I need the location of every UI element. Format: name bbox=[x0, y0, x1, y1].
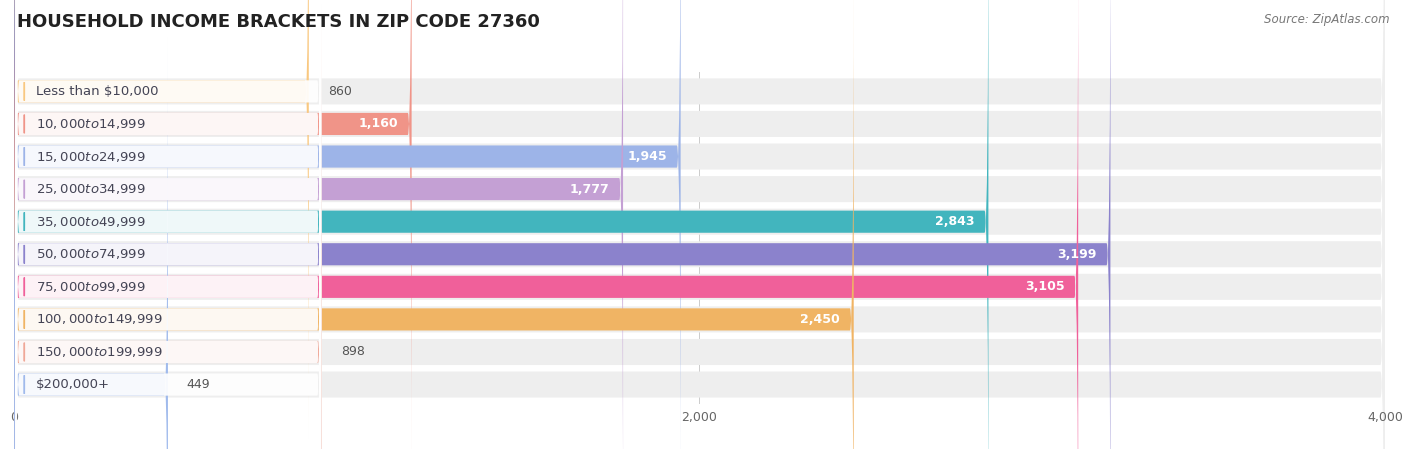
FancyBboxPatch shape bbox=[15, 37, 321, 449]
FancyBboxPatch shape bbox=[15, 0, 321, 449]
Text: 1,777: 1,777 bbox=[569, 183, 609, 196]
FancyBboxPatch shape bbox=[14, 0, 1385, 449]
FancyBboxPatch shape bbox=[14, 0, 1385, 449]
Text: 3,199: 3,199 bbox=[1057, 248, 1097, 261]
Text: HOUSEHOLD INCOME BRACKETS IN ZIP CODE 27360: HOUSEHOLD INCOME BRACKETS IN ZIP CODE 27… bbox=[17, 13, 540, 31]
Text: 1,160: 1,160 bbox=[359, 118, 398, 131]
Text: 898: 898 bbox=[340, 345, 364, 358]
FancyBboxPatch shape bbox=[15, 0, 321, 449]
FancyBboxPatch shape bbox=[15, 0, 321, 449]
FancyBboxPatch shape bbox=[14, 0, 309, 439]
FancyBboxPatch shape bbox=[15, 5, 321, 449]
FancyBboxPatch shape bbox=[14, 0, 988, 449]
Text: 860: 860 bbox=[328, 85, 352, 98]
Text: $25,000 to $34,999: $25,000 to $34,999 bbox=[37, 182, 146, 196]
FancyBboxPatch shape bbox=[14, 0, 1385, 449]
Text: 2,843: 2,843 bbox=[935, 215, 974, 228]
FancyBboxPatch shape bbox=[14, 0, 1385, 449]
Text: 1,945: 1,945 bbox=[627, 150, 666, 163]
FancyBboxPatch shape bbox=[14, 0, 1111, 449]
Text: 3,105: 3,105 bbox=[1025, 280, 1064, 293]
FancyBboxPatch shape bbox=[14, 0, 412, 449]
Text: 449: 449 bbox=[187, 378, 211, 391]
Text: $10,000 to $14,999: $10,000 to $14,999 bbox=[37, 117, 146, 131]
Text: $200,000+: $200,000+ bbox=[37, 378, 110, 391]
FancyBboxPatch shape bbox=[14, 0, 1078, 449]
FancyBboxPatch shape bbox=[14, 0, 1385, 449]
FancyBboxPatch shape bbox=[14, 0, 1385, 449]
Text: $50,000 to $74,999: $50,000 to $74,999 bbox=[37, 247, 146, 261]
FancyBboxPatch shape bbox=[15, 0, 321, 449]
FancyBboxPatch shape bbox=[15, 0, 321, 449]
Text: $15,000 to $24,999: $15,000 to $24,999 bbox=[37, 150, 146, 163]
FancyBboxPatch shape bbox=[14, 0, 1385, 449]
Text: $35,000 to $49,999: $35,000 to $49,999 bbox=[37, 215, 146, 229]
FancyBboxPatch shape bbox=[14, 0, 623, 449]
Text: $100,000 to $149,999: $100,000 to $149,999 bbox=[37, 313, 163, 326]
FancyBboxPatch shape bbox=[14, 37, 167, 449]
Text: Source: ZipAtlas.com: Source: ZipAtlas.com bbox=[1264, 13, 1389, 26]
FancyBboxPatch shape bbox=[14, 0, 1385, 449]
FancyBboxPatch shape bbox=[14, 0, 1385, 449]
Text: 2,450: 2,450 bbox=[800, 313, 839, 326]
Text: $75,000 to $99,999: $75,000 to $99,999 bbox=[37, 280, 146, 294]
FancyBboxPatch shape bbox=[14, 0, 853, 449]
Text: $150,000 to $199,999: $150,000 to $199,999 bbox=[37, 345, 163, 359]
FancyBboxPatch shape bbox=[15, 0, 321, 449]
FancyBboxPatch shape bbox=[14, 0, 1385, 449]
FancyBboxPatch shape bbox=[14, 5, 322, 449]
Text: Less than $10,000: Less than $10,000 bbox=[37, 85, 159, 98]
FancyBboxPatch shape bbox=[14, 0, 681, 449]
FancyBboxPatch shape bbox=[15, 0, 321, 449]
FancyBboxPatch shape bbox=[15, 0, 321, 439]
